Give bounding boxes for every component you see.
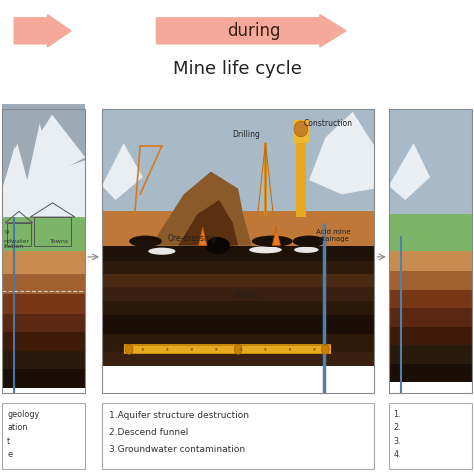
- Bar: [102, 315, 374, 334]
- Ellipse shape: [125, 344, 133, 355]
- Bar: [102, 109, 374, 393]
- Bar: [389, 364, 472, 382]
- Text: ndwater: ndwater: [3, 239, 29, 244]
- Ellipse shape: [166, 348, 168, 351]
- Bar: [389, 308, 472, 327]
- Bar: [102, 211, 374, 246]
- FancyArrow shape: [156, 15, 346, 47]
- Text: Acid mine
drainage: Acid mine drainage: [316, 229, 351, 242]
- Text: 3.: 3.: [393, 437, 401, 446]
- Bar: [389, 214, 472, 251]
- Bar: [2, 214, 85, 251]
- Bar: [389, 327, 472, 345]
- Polygon shape: [2, 104, 85, 217]
- Text: 3.Groundwater contamination: 3.Groundwater contamination: [109, 445, 245, 454]
- Bar: [2, 109, 85, 393]
- Polygon shape: [2, 146, 26, 200]
- Bar: [389, 290, 472, 308]
- Text: ation: ation: [7, 423, 27, 432]
- Text: itation: itation: [3, 245, 24, 249]
- Text: g: g: [5, 229, 9, 234]
- Text: Towns: Towns: [51, 239, 70, 244]
- Bar: [389, 109, 472, 217]
- Bar: [2, 109, 85, 217]
- Polygon shape: [151, 172, 252, 246]
- Ellipse shape: [321, 344, 329, 355]
- Text: 4.: 4.: [393, 450, 401, 459]
- Bar: [389, 403, 472, 469]
- Bar: [34, 217, 71, 246]
- Ellipse shape: [234, 344, 242, 355]
- Ellipse shape: [148, 247, 175, 255]
- Ellipse shape: [294, 121, 308, 137]
- Bar: [2, 369, 85, 388]
- Text: Mine life cycle: Mine life cycle: [173, 60, 301, 78]
- Polygon shape: [309, 112, 374, 194]
- Polygon shape: [2, 123, 85, 217]
- Bar: [7, 223, 31, 246]
- Bar: [102, 261, 374, 274]
- Bar: [124, 344, 331, 355]
- Bar: [296, 120, 306, 217]
- Text: 1.Aquifer structure destruction: 1.Aquifer structure destruction: [109, 411, 249, 420]
- Text: geology: geology: [7, 410, 39, 419]
- Ellipse shape: [191, 348, 193, 351]
- Bar: [102, 274, 374, 287]
- Bar: [2, 314, 85, 332]
- Bar: [124, 346, 331, 353]
- Text: during: during: [227, 22, 280, 40]
- Bar: [102, 334, 374, 352]
- Polygon shape: [37, 115, 85, 177]
- Polygon shape: [389, 143, 430, 200]
- Text: Drilling: Drilling: [232, 130, 260, 139]
- Bar: [102, 246, 374, 261]
- Ellipse shape: [129, 236, 162, 247]
- Ellipse shape: [264, 348, 266, 351]
- Polygon shape: [178, 200, 238, 246]
- Bar: [389, 271, 472, 290]
- Ellipse shape: [240, 348, 242, 351]
- Bar: [2, 251, 85, 274]
- Ellipse shape: [294, 246, 319, 253]
- Ellipse shape: [205, 237, 230, 254]
- Ellipse shape: [215, 348, 218, 351]
- Bar: [102, 403, 374, 469]
- Bar: [2, 274, 85, 294]
- Polygon shape: [272, 227, 281, 246]
- Bar: [293, 120, 309, 143]
- Bar: [389, 345, 472, 364]
- Ellipse shape: [142, 348, 144, 351]
- Text: Mining: Mining: [234, 291, 259, 300]
- Text: Construction: Construction: [304, 119, 353, 128]
- Text: 2.: 2.: [393, 423, 401, 432]
- Bar: [102, 352, 374, 366]
- Ellipse shape: [252, 236, 292, 247]
- Bar: [389, 251, 472, 271]
- Ellipse shape: [289, 348, 291, 351]
- Bar: [102, 287, 374, 301]
- Bar: [102, 109, 374, 217]
- Bar: [264, 143, 266, 217]
- Bar: [2, 332, 85, 351]
- Bar: [389, 109, 472, 393]
- Polygon shape: [102, 143, 143, 200]
- Bar: [2, 351, 85, 369]
- Ellipse shape: [292, 236, 325, 247]
- Ellipse shape: [249, 246, 282, 254]
- Bar: [102, 301, 374, 315]
- Text: e: e: [7, 450, 12, 459]
- Text: Ore-dressing: Ore-dressing: [167, 234, 216, 243]
- Text: t: t: [7, 437, 10, 446]
- Ellipse shape: [313, 348, 316, 351]
- Bar: [2, 403, 85, 469]
- FancyArrow shape: [14, 15, 71, 47]
- Bar: [2, 294, 85, 314]
- Polygon shape: [199, 227, 207, 246]
- Text: 1.: 1.: [393, 410, 401, 419]
- Text: 2.Descend funnel: 2.Descend funnel: [109, 428, 188, 437]
